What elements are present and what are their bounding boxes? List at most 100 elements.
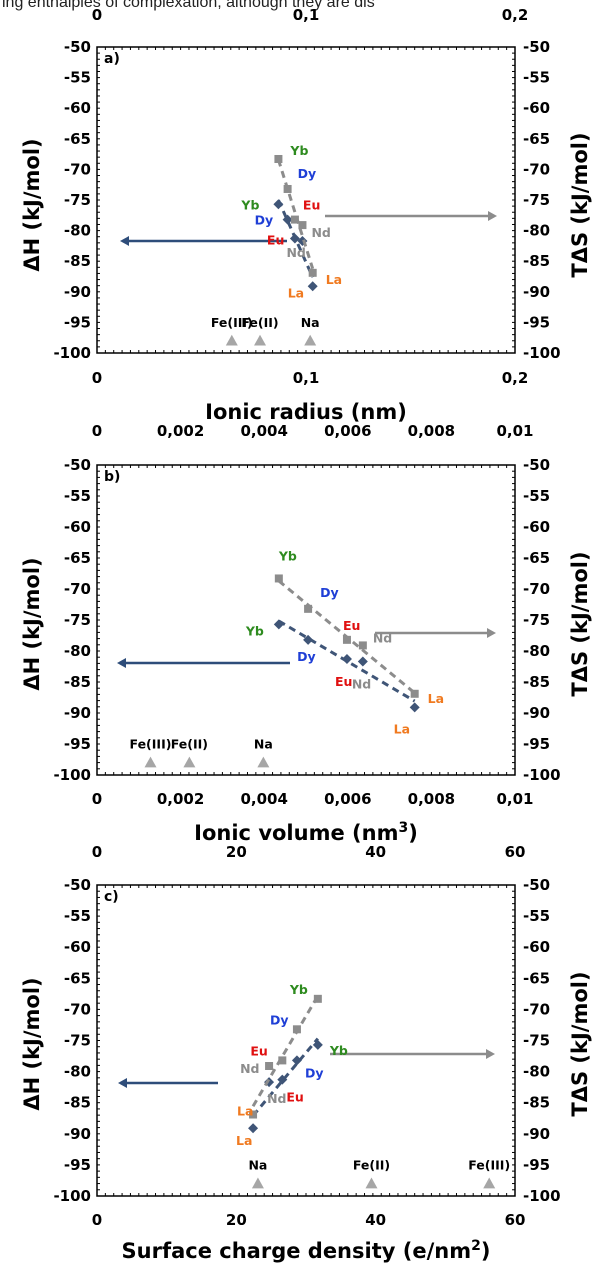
panel-c-tds-label-nd: Nd [240,1061,259,1076]
panel-b-tds-point-yb [274,574,283,583]
panel-b-x-top-tick-label: 0,004 [240,422,287,440]
panel-b-dh-arrow-head [117,658,126,668]
panel-a-y-tick-label: -55 [64,69,91,87]
panel-a-y-tick-label: -70 [64,160,91,178]
panel-b-tds-label-dy: Dy [320,585,339,600]
panel-b-ref-label-feiii: Fe(III) [130,737,172,752]
panel-a-ref-label-feii: Fe(II) [241,315,278,330]
panel-a-dh-arrow-head [120,236,129,246]
panel-c-y2-tick-label: -100 [523,1187,561,1205]
panel-a-y-tick-label: -95 [64,313,91,331]
panel-a-tds-arrow-head [488,211,497,221]
panel-c-y-tick-label: -95 [64,1156,91,1174]
panel-c-dh-point-yb [312,1039,323,1050]
panel-c-y2-tick-label: -60 [523,938,550,956]
panel-b-y-tick-label: -95 [64,735,91,753]
panel-b-ref-marker-na [257,756,270,768]
panel-a-y2-tick-label: -70 [523,160,550,178]
panel-c-y-tick-label: -55 [64,907,91,925]
panel-b-y-axis-title: ΔH (kJ/mol) [20,557,44,690]
panel-b-y2-tick-label: -60 [523,518,550,536]
panel-a-y-tick-label: -60 [64,99,91,117]
panel-a-x-tick-label: 0,1 [293,369,320,387]
panel-a-y2-tick-label: -50 [523,38,550,56]
panel-b-dh-label-yb: Yb [245,623,264,638]
panel-b-panel-label: b) [104,469,120,485]
panel-b-tds-point-dy [304,604,313,613]
panel-b-x-top-tick-label: 0 [92,422,102,440]
panel-b-y2-tick-label: -70 [523,580,550,598]
panel-a-tds-point-la [308,268,317,277]
panel-c-ref-marker-feii [365,1177,378,1189]
panel-c-y-tick-label: -75 [64,1032,91,1050]
panel-c-x-tick-label: 60 [505,1211,526,1229]
panel-a-y2-tick-label: -80 [523,222,550,240]
panel-c-tds-label-eu: Eu [250,1043,267,1058]
panel-c-y2-tick-label: -70 [523,1000,550,1018]
panel-a-tds-point-nd [298,221,307,230]
panel-a-dh-point-dy [282,214,293,225]
panel-c-ref-label-feiii: Fe(III) [468,1158,510,1173]
panel-b-ref-marker-feii [183,756,196,768]
panel-a-dh-point-la [307,281,318,292]
panel-b-tds-point-nd [358,641,367,650]
panel-c-tds-point-nd [265,1062,274,1071]
panel-a-tds-point-dy [283,184,292,193]
panel-b-tds-label-yb: Yb [278,548,297,563]
panel-b-ref-marker-feiii [144,756,157,768]
panel-a-tds-point-eu [290,215,299,224]
panel-a-y-tick-label: -50 [64,38,91,56]
panel-c-y-tick-label: -65 [64,969,91,987]
panel-a-dh-label-dy: Dy [255,213,274,228]
panel-b-tds-point-la [410,689,419,698]
panel-a-x-top-tick-label: 0 [92,6,102,24]
panel-b-dh-point-yb [273,619,284,630]
panel-a-tds-point-yb [274,154,283,163]
panel-b-dh-point-nd [357,656,368,667]
panel-a-y-tick-label: -65 [64,130,91,148]
panel-c-tds-point-eu [278,1056,287,1065]
panel-b-x-top-tick-label: 0,006 [324,422,371,440]
panel-c-y2-tick-label: -55 [523,907,550,925]
panel-a-x-tick-label: 0 [92,369,102,387]
panel-b-y-tick-label: -65 [64,549,91,567]
panel-b-tds-label-la: La [428,691,444,706]
panel-b-dh-point-dy [303,634,314,645]
panel-a-y2-tick-label: -95 [523,313,550,331]
panel-b-x-top-tick-label: 0,002 [157,422,204,440]
panel-c-tds-point-la [249,1110,258,1119]
panel-a-tds-label-nd: Nd [311,225,330,240]
panel-c-y-tick-label: -80 [64,1063,91,1081]
panel-c-dh-label-nd: Nd [267,1091,286,1106]
panel-a-y-tick-label: -100 [53,344,91,362]
panel-c-panel-label: c) [104,889,119,905]
panel-c-dh-label-eu: Eu [286,1090,303,1105]
panel-a-ref-marker-na [304,334,317,346]
panel-a-y-tick-label: -85 [64,252,91,270]
panel-b-y2-tick-label: -50 [523,456,550,474]
panel-b-ref-label-na: Na [254,737,273,752]
panel-c-y-tick-label: -50 [64,876,91,894]
panel-b-dh-point-la [409,702,420,713]
panel-c-tds-label-dy: Dy [270,1012,289,1027]
panel-b-x-tick-label: 0,002 [157,790,204,808]
panel-a-dh-label-eu: Eu [267,233,284,248]
panel-c-tds-label-la: La [237,1104,253,1119]
panel-b-y-tick-label: -55 [64,487,91,505]
panel-b-y2-tick-label: -100 [523,766,561,784]
panel-c-x-top-tick-label: 60 [505,843,526,861]
panel-b-dh-label-eu: Eu [335,674,352,689]
panel-c-y2-tick-label: -65 [523,969,550,987]
panel-c-y2-tick-label: -85 [523,1094,550,1112]
panel-c-y-axis-title: ΔH (kJ/mol) [20,977,44,1110]
panel-b-y-tick-label: -100 [53,766,91,784]
panel-c-tds-label-yb: Yb [289,982,308,997]
panel-c-dh-label-yb: Yb [329,1043,348,1058]
panel-c-ref-label-feii: Fe(II) [353,1158,390,1173]
panel-b-y-tick-label: -60 [64,518,91,536]
panel-b-y2-tick-label: -75 [523,611,550,629]
panel-b-x-tick-label: 0,01 [496,790,533,808]
panel-a-y-tick-label: -80 [64,222,91,240]
panel-c-x-tick-label: 40 [365,1211,386,1229]
panel-b-dh-point-eu [341,654,352,665]
